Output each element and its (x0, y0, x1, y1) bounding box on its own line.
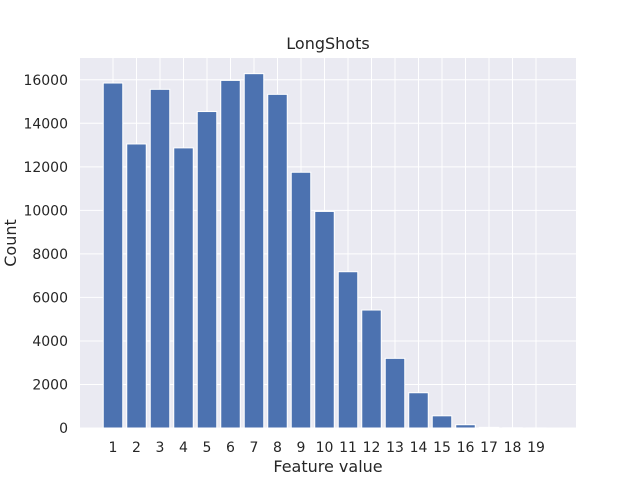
bar-13 (384, 357, 406, 429)
x-tick-label: 4 (179, 440, 188, 456)
y-tick-label: 4000 (32, 334, 68, 350)
x-tick-label: 12 (363, 440, 381, 456)
bar-7 (243, 73, 265, 429)
bar-10 (314, 210, 335, 429)
x-tick-label: 3 (156, 440, 165, 456)
x-tick-label: 19 (527, 440, 545, 456)
bar-1 (102, 82, 124, 429)
x-tick-label: 1 (109, 440, 118, 456)
chart-title: LongShots (286, 34, 369, 53)
x-tick-label: 6 (226, 440, 235, 456)
x-tick-label: 15 (433, 440, 451, 456)
y-tick-label: 16000 (23, 73, 68, 89)
y-axis-label: Count (1, 219, 20, 267)
x-tick-label: 11 (339, 440, 357, 456)
bar-5 (196, 111, 218, 429)
x-tick-label: 2 (132, 440, 141, 456)
bar-8 (267, 93, 288, 429)
y-tick-label: 6000 (32, 290, 68, 306)
bar-12 (361, 309, 382, 429)
x-tick-label: 8 (273, 440, 282, 456)
y-tick-label: 10000 (23, 203, 68, 219)
bar-2 (126, 143, 147, 429)
y-tick-labels: 0 2000 4000 6000 8000 10000 12000 14000 16000 (23, 73, 68, 437)
bar-3 (149, 88, 171, 429)
x-tick-label: 14 (410, 440, 428, 456)
bar-9 (290, 171, 312, 429)
bar-11 (337, 271, 359, 429)
x-tick-label: 16 (457, 440, 475, 456)
bar-16 (455, 424, 476, 429)
x-tick-label: 18 (504, 440, 522, 456)
y-tick-label: 2000 (32, 377, 68, 393)
bar-6 (220, 79, 241, 429)
x-axis-label: Feature value (273, 457, 382, 476)
x-tick-label: 9 (297, 440, 306, 456)
y-tick-label: 0 (59, 421, 68, 437)
y-tick-label: 14000 (23, 116, 68, 132)
y-tick-label: 12000 (23, 160, 68, 176)
x-tick-label: 10 (316, 440, 334, 456)
x-tick-label: 13 (386, 440, 404, 456)
x-tick-label: 5 (203, 440, 212, 456)
bars (102, 73, 547, 429)
x-tick-label: 17 (480, 440, 498, 456)
bar-14 (408, 392, 429, 429)
y-tick-label: 8000 (32, 247, 68, 263)
bar-4 (173, 147, 194, 429)
x-tick-label: 7 (250, 440, 259, 456)
bar-17 (478, 426, 500, 429)
bar-15 (431, 415, 453, 429)
x-tick-labels: 1 2 3 4 5 6 7 8 9 10 11 12 13 14 15 16 17 18 19 (109, 440, 545, 456)
